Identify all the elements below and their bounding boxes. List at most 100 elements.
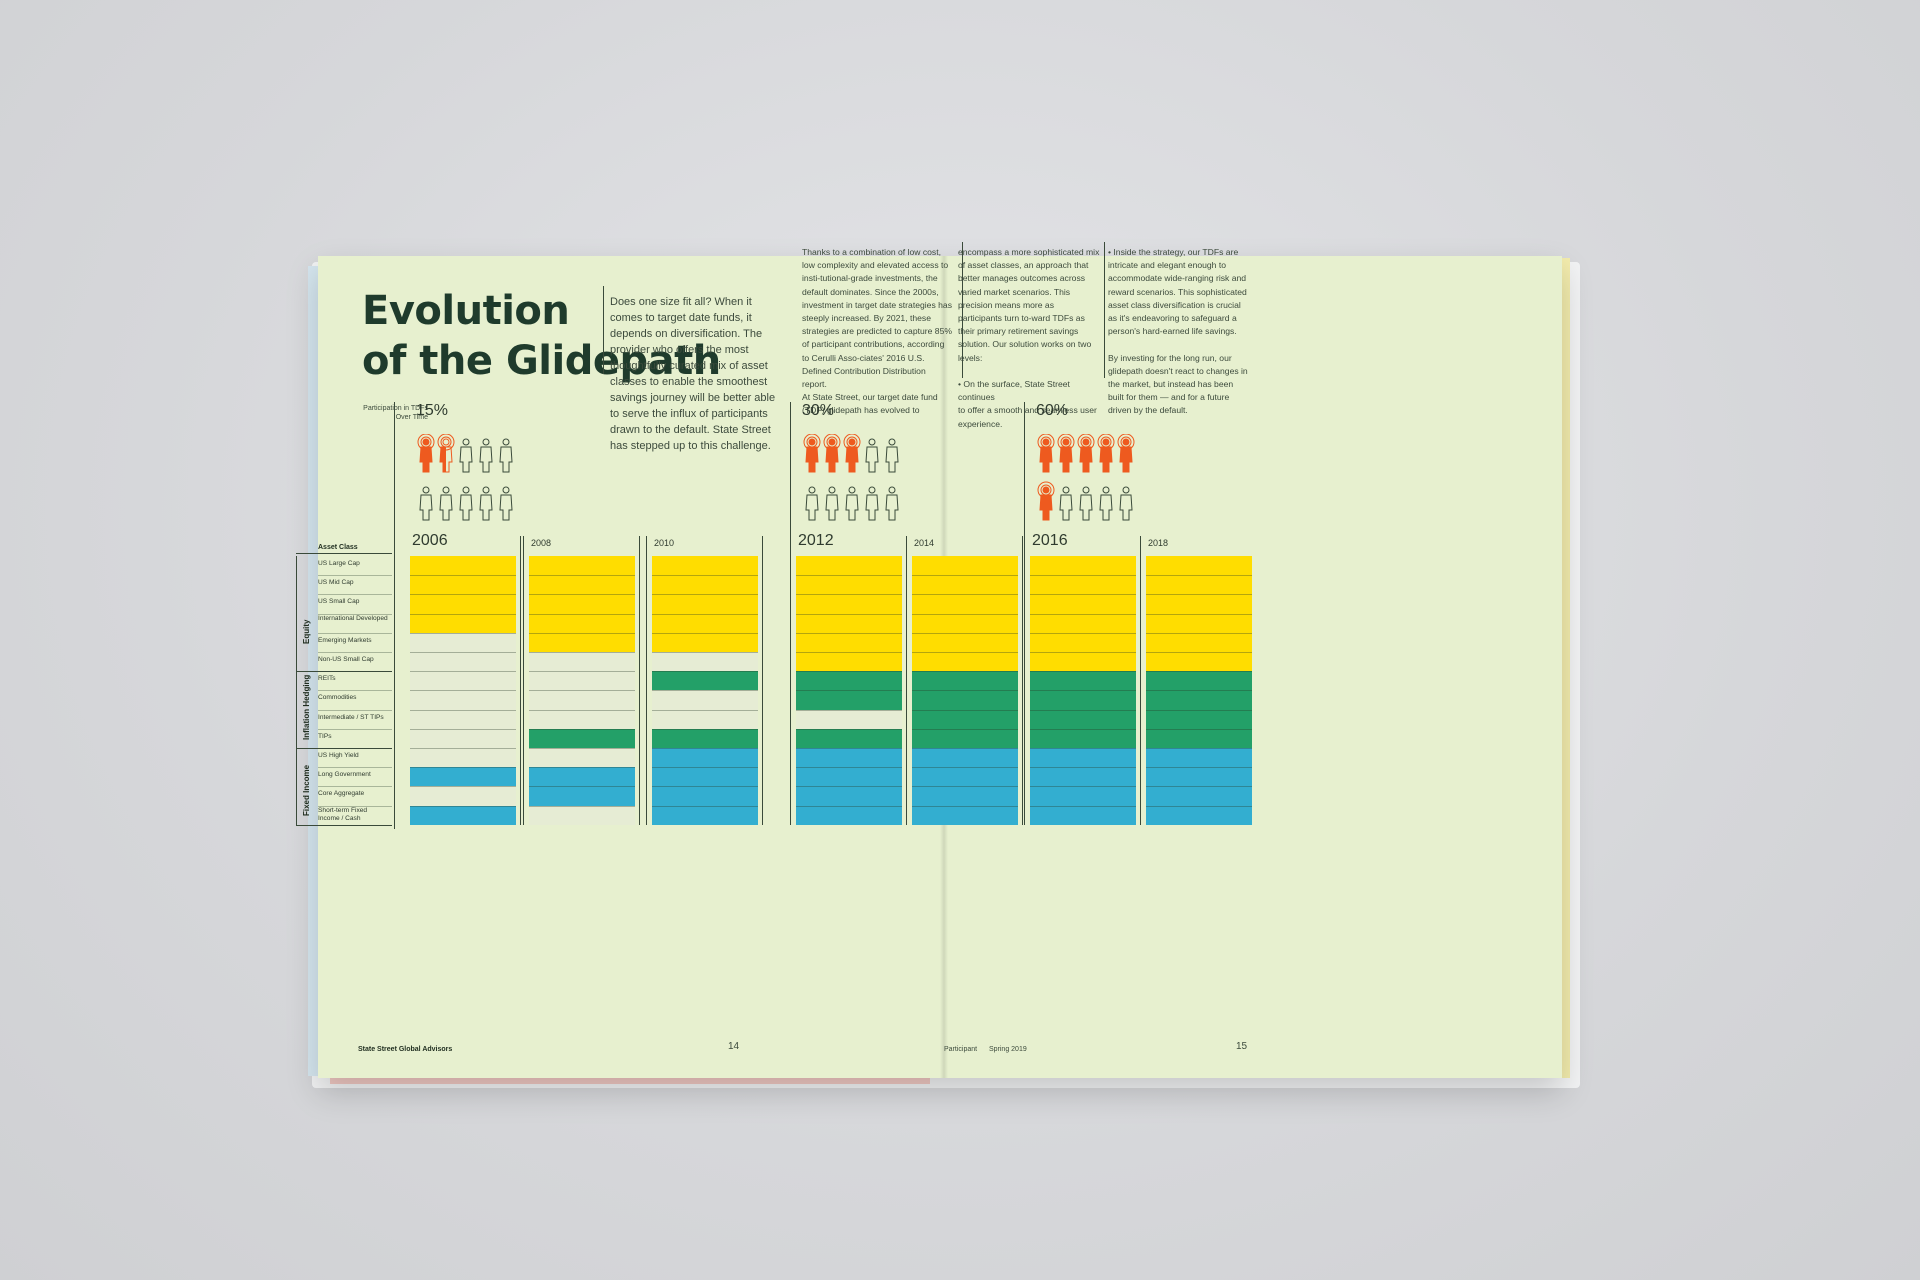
asset-label: Intermediate / ST TIPs	[318, 713, 384, 721]
asset-row-rule	[318, 728, 392, 730]
allocation-cell	[1030, 748, 1136, 768]
participation-percent-2016: 60%	[1036, 402, 1069, 419]
allocation-cell	[1030, 575, 1136, 595]
allocation-cell-rule	[1030, 671, 1136, 673]
allocation-cell	[529, 632, 635, 652]
allocation-cell-rule	[796, 671, 902, 673]
allocation-cell	[912, 671, 1018, 691]
allocation-cell-rule	[912, 652, 1018, 653]
allocation-cell	[529, 594, 635, 614]
year-divider	[1140, 536, 1141, 825]
allocation-cell	[912, 652, 1018, 672]
allocation-cell	[1146, 709, 1252, 729]
person-icon	[419, 486, 433, 521]
allocation-cell-rule	[652, 613, 758, 615]
allocation-cell-rule	[796, 786, 902, 788]
allocation-cell-rule	[1146, 748, 1252, 749]
allocation-cell-rule	[796, 767, 902, 769]
allocation-cell-rule	[410, 671, 516, 673]
group-bracket-1	[296, 671, 297, 748]
person-icon	[825, 486, 839, 521]
allocation-cell	[529, 671, 635, 691]
allocation-column-2018	[1146, 556, 1252, 825]
column-rule-2	[1104, 242, 1105, 378]
body-column-3: • Inside the strategy, our TDFs are intr…	[1108, 247, 1248, 416]
allocation-cell-rule	[652, 786, 758, 788]
allocation-cell	[796, 786, 902, 806]
allocation-cell-rule	[796, 613, 902, 615]
allocation-cell	[912, 786, 1018, 806]
year-divider-right	[762, 536, 763, 825]
allocation-cell	[652, 671, 758, 691]
allocation-cell-rule	[652, 748, 758, 749]
allocation-cell	[652, 556, 758, 576]
footer-magazine: Participant	[944, 1046, 978, 1053]
allocation-cell-rule	[912, 690, 1018, 692]
allocation-cell-rule	[796, 652, 902, 653]
group-rule-0	[296, 671, 392, 673]
allocation-cell	[652, 652, 758, 672]
allocation-cell-rule	[529, 690, 635, 692]
group-label-0: Equity	[302, 619, 311, 644]
allocation-cell	[1146, 786, 1252, 806]
person-icon	[459, 438, 473, 473]
allocation-cell	[410, 709, 516, 729]
year-label-2008: 2008	[531, 538, 552, 548]
year-label-2010: 2010	[654, 538, 675, 548]
allocation-cell-rule	[1146, 594, 1252, 596]
allocation-cell	[529, 556, 635, 576]
allocation-cell-rule	[1146, 786, 1252, 788]
allocation-cell	[1030, 613, 1136, 633]
allocation-column-2016	[1030, 556, 1136, 825]
participant-icons-2012	[803, 434, 899, 521]
person-icon	[1097, 434, 1115, 473]
allocation-cell	[1146, 728, 1252, 748]
footer-season: Spring 2019	[988, 1046, 1027, 1053]
allocation-cell-rule	[410, 594, 516, 596]
asset-row-rule	[318, 632, 392, 634]
allocation-cell-rule	[652, 575, 758, 577]
asset-label: US High Yield	[318, 752, 359, 759]
allocation-cell-rule	[1030, 748, 1136, 749]
allocation-cell	[410, 594, 516, 614]
allocation-cell	[529, 613, 635, 633]
allocation-cell-rule	[1030, 805, 1136, 807]
person-icon	[865, 438, 879, 473]
body-column-2: encompass a more sophisticated mix of as…	[958, 247, 1100, 429]
person-icon	[417, 434, 435, 473]
allocation-cell	[1146, 556, 1252, 576]
allocation-cell	[796, 613, 902, 633]
allocation-cell-rule	[652, 728, 758, 730]
allocation-cell-rule	[652, 632, 758, 634]
allocation-cell	[1146, 632, 1252, 652]
group-bracket-0	[296, 556, 297, 672]
allocation-cell-rule	[1030, 613, 1136, 615]
person-icon	[1117, 434, 1135, 473]
asset-label: Emerging Markets	[318, 636, 372, 644]
allocation-cell-rule	[1146, 767, 1252, 769]
allocation-cell-rule	[912, 748, 1018, 749]
allocation-cell	[410, 632, 516, 652]
allocation-cell	[652, 805, 758, 825]
person-icon	[479, 438, 493, 473]
person-icon	[843, 434, 861, 473]
allocation-cell	[1030, 805, 1136, 825]
allocation-cell	[529, 709, 635, 729]
allocation-cell-rule	[796, 728, 902, 730]
allocation-cell-rule	[410, 632, 516, 634]
allocation-cell	[652, 786, 758, 806]
allocation-cell-rule	[1030, 786, 1136, 788]
intro-rule	[603, 286, 604, 374]
allocation-cell-rule	[1146, 632, 1252, 634]
allocation-cell	[529, 805, 635, 825]
allocation-cell-rule	[652, 652, 758, 653]
allocation-cell-rule	[1146, 671, 1252, 673]
allocation-cell-rule	[796, 748, 902, 749]
allocation-cell	[912, 575, 1018, 595]
allocation-cell-rule	[912, 613, 1018, 615]
year-divider-right	[1022, 536, 1023, 825]
asset-label: Short-term Fixed Income / Cash	[318, 806, 368, 822]
person-icon	[1079, 486, 1093, 521]
allocation-cell-rule	[529, 652, 635, 653]
asset-label: TIPs	[318, 732, 332, 740]
